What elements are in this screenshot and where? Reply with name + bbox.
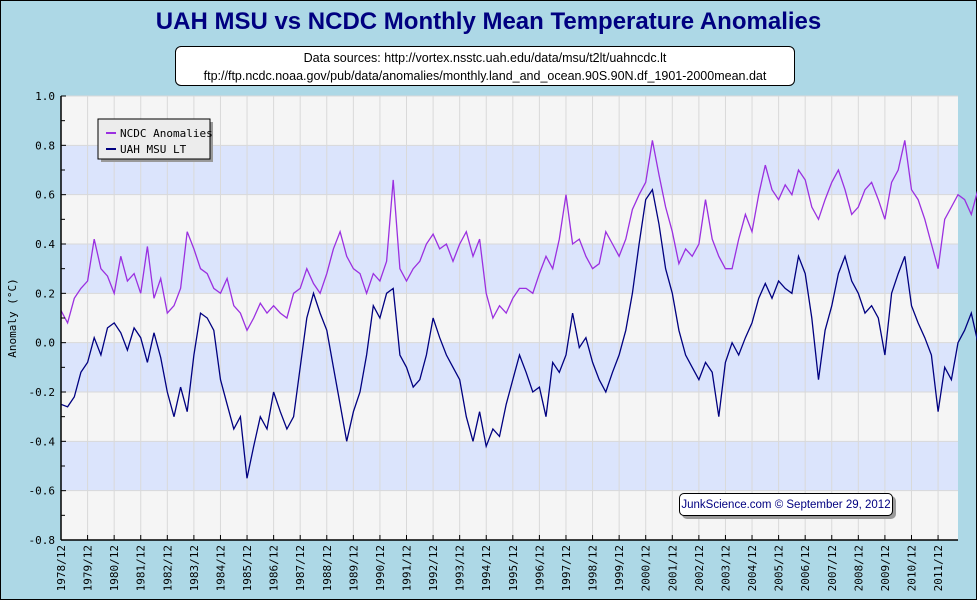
x-tick-label: 2004/12 [746, 545, 759, 591]
y-tick-label: 0.4 [35, 238, 55, 251]
legend: NCDC Anomalies UAH MSU LT [97, 118, 213, 162]
x-tick-label: 1980/12 [108, 545, 121, 591]
x-tick-label: 2005/12 [773, 545, 786, 591]
x-tick-label: 2007/12 [826, 545, 839, 591]
x-tick-label: 1990/12 [374, 545, 387, 591]
x-tick-label: 2002/12 [693, 545, 706, 591]
x-tick-label: 1988/12 [321, 545, 334, 591]
grid-lines [61, 95, 958, 541]
x-tick-label: 2001/12 [666, 545, 679, 591]
legend-label-uah: UAH MSU LT [120, 143, 187, 156]
legend-label-ncdc: NCDC Anomalies [120, 127, 213, 140]
x-tick-label: 1982/12 [161, 545, 174, 591]
x-tick-label: 1997/12 [560, 545, 573, 591]
y-tick-label: -0.4 [29, 435, 56, 448]
x-tick-label: 1985/12 [241, 545, 254, 591]
y-tick-label: -0.2 [29, 386, 56, 399]
x-tick-label: 1998/12 [587, 545, 600, 591]
x-tick-label: 1979/12 [82, 545, 95, 591]
x-tick-label: 1981/12 [135, 545, 148, 591]
x-tick-label: 2003/12 [719, 545, 732, 591]
y-tick-label: 0.6 [35, 189, 55, 202]
x-tick-label: 1993/12 [454, 545, 467, 591]
chart-title: UAH MSU vs NCDC Monthly Mean Temperature… [155, 8, 822, 35]
credit-box: JunkScience.com © September 29, 2012 [679, 493, 893, 516]
series-lines [60, 140, 977, 479]
x-tick-label: 2006/12 [799, 545, 812, 591]
series-line-uah [60, 188, 977, 479]
y-tick-label: -0.8 [29, 534, 56, 547]
y-tick-label: -0.6 [29, 485, 56, 498]
plot-band [61, 342, 958, 392]
x-tick-label: 1978/12 [55, 545, 68, 591]
x-tick-label: 2008/12 [852, 545, 865, 591]
y-tick-label: 0.0 [35, 337, 55, 350]
y-tick-label: 0.8 [35, 139, 55, 152]
x-tick-label: 1983/12 [188, 545, 201, 591]
x-tick-labels: 1978/12 1979/12 1980/12 1981/12 1982/12 1983/… [55, 545, 945, 591]
x-tick-label: 1987/12 [294, 545, 307, 591]
x-tick-label: 1986/12 [268, 545, 281, 591]
data-source-line-2: ftp://ftp.ncdc.noaa.gov/pub/data/anomali… [203, 69, 767, 83]
x-tick-label: 1989/12 [347, 545, 360, 591]
x-tick-label: 2010/12 [905, 545, 918, 591]
data-source-line-1: Data sources: http://vortex.nsstc.uah.ed… [303, 51, 667, 65]
x-tick-label: 1999/12 [613, 545, 626, 591]
x-tick-label: 1994/12 [480, 545, 493, 591]
plot-band [61, 244, 958, 294]
x-tick-label: 1991/12 [401, 545, 414, 591]
x-tick-label: 2011/12 [932, 545, 945, 591]
y-tick-labels: 1.0 0.8 0.6 0.4 0.2 0.0 -0.2 -0.4 -0.6 -0.8 [29, 90, 56, 547]
plot-background [61, 96, 958, 540]
x-tick-label: 2009/12 [879, 545, 892, 591]
data-sources-box: Data sources: http://vortex.nsstc.uah.ed… [175, 46, 795, 86]
x-tick-label: 1984/12 [214, 545, 227, 591]
x-tick-label: 1996/12 [533, 545, 546, 591]
x-tick-label: 2000/12 [640, 545, 653, 591]
plot-band [61, 441, 958, 491]
x-tick-label: 1995/12 [507, 545, 520, 591]
series-line-ncdc [60, 140, 977, 332]
y-axis-label: Anomaly (°C) [6, 278, 19, 357]
y-tick-label: 0.2 [35, 287, 55, 300]
y-tick-label: 1.0 [35, 90, 55, 103]
x-tick-label: 1992/12 [427, 545, 440, 591]
axes [60, 95, 958, 541]
